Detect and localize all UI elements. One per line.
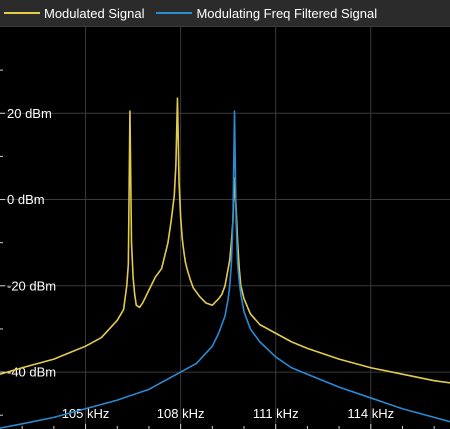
series-line-modulating-freq-filtered-signal <box>0 110 450 429</box>
y-tick-label: 0 dBm <box>7 192 45 207</box>
x-tick-label: 114 kHz <box>347 406 394 421</box>
legend-label-modulated-signal: Modulated Signal <box>44 5 145 21</box>
x-tick-label: 108 kHz <box>157 406 205 421</box>
x-tick-label: 105 kHz <box>62 406 110 421</box>
legend-item-modulating-freq-filtered-signal[interactable]: Modulating Freq Filtered Signal <box>156 0 377 26</box>
series-lines <box>0 97 450 429</box>
legend: Modulated Signal Modulating Freq Filtere… <box>0 0 450 27</box>
x-axis-tick-labels: 105 kHz 108 kHz 111 kHz 114 kHz <box>62 406 394 421</box>
x-tick-label: 111 kHz <box>253 406 299 421</box>
y-axis-tick-labels: 20 dBm 0 dBm -20 dBm -40 dBm <box>7 106 56 380</box>
y-tick-label: -20 dBm <box>7 278 56 293</box>
grid-lines <box>0 27 450 429</box>
legend-item-modulated-signal[interactable]: Modulated Signal <box>4 0 144 26</box>
axis-edge-ticks <box>0 69 435 429</box>
legend-swatch-modulating-freq-filtered-signal <box>156 12 193 14</box>
legend-swatch-modulated-signal <box>4 12 40 14</box>
y-tick-label: 20 dBm <box>7 106 52 121</box>
series-line-modulated-signal <box>0 97 450 384</box>
y-tick-label: -40 dBm <box>7 365 56 380</box>
legend-label-modulating-freq-filtered-signal: Modulating Freq Filtered Signal <box>196 5 378 21</box>
